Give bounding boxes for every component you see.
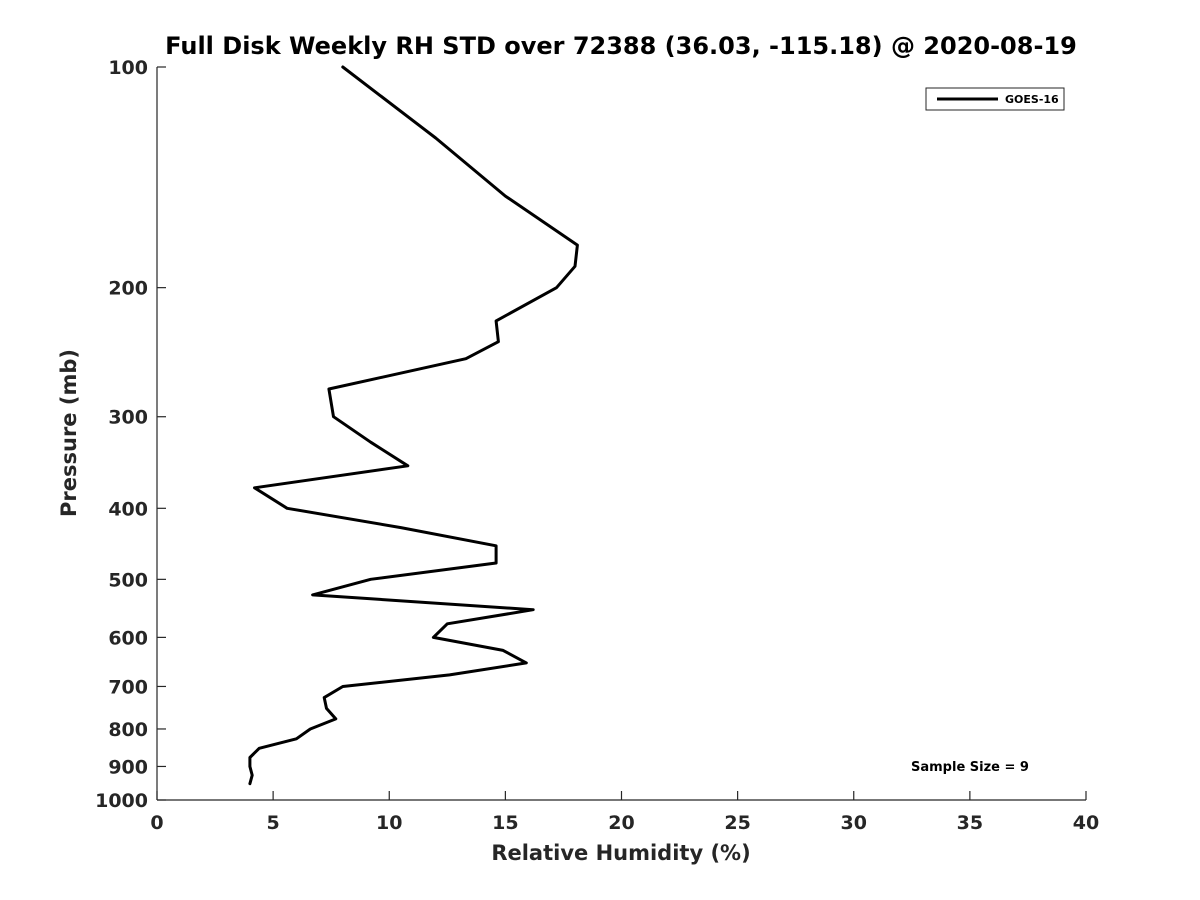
y-tick-label: 800	[108, 719, 148, 741]
y-tick-label: 500	[108, 569, 148, 591]
y-tick-label: 700	[108, 676, 148, 698]
x-tick-label: 25	[724, 812, 750, 834]
y-tick-label: 300	[108, 407, 148, 429]
y-ticks: 100 200 300 400 500 600 700 800 900 1000	[95, 57, 166, 812]
x-tick-label: 35	[957, 812, 983, 834]
x-tick-label: 15	[492, 812, 518, 834]
y-tick-label: 900	[108, 756, 148, 778]
series-line-goes-16	[248, 65, 579, 786]
x-tick-label: 40	[1073, 812, 1099, 834]
y-tick-label: 1000	[95, 790, 148, 812]
chart-title: Full Disk Weekly RH STD over 72388 (36.0…	[165, 32, 1077, 60]
y-tick-label: 100	[108, 57, 148, 79]
y-tick-label: 200	[108, 278, 148, 300]
x-ticks: 0 5 10 15 20 25 30 35 40	[150, 791, 1099, 834]
sample-size-annotation: Sample Size = 9	[911, 760, 1029, 775]
x-tick-label: 5	[267, 812, 280, 834]
x-axis-title: Relative Humidity (%)	[491, 841, 750, 865]
legend-label-goes-16: GOES-16	[1005, 93, 1059, 106]
series-group	[248, 65, 579, 786]
legend: GOES-16	[925, 87, 1065, 111]
y-tick-label: 600	[108, 627, 148, 649]
plot-axes	[156, 67, 1086, 801]
x-tick-label: 10	[376, 812, 402, 834]
y-tick-label: 400	[108, 498, 148, 520]
x-tick-label: 20	[608, 812, 634, 834]
x-tick-label: 0	[150, 812, 163, 834]
x-tick-label: 30	[841, 812, 867, 834]
y-axis-title: Pressure (mb)	[57, 349, 81, 517]
